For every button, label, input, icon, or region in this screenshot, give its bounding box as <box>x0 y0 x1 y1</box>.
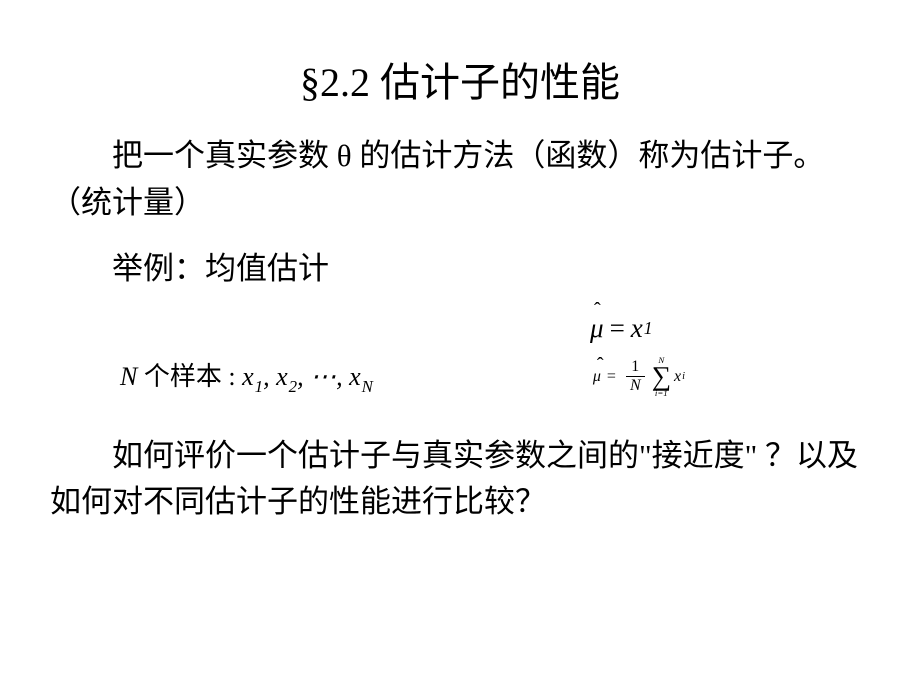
formula-2: ˆ μ = 1 N N ∑ i=1 x i <box>593 356 685 398</box>
xn-sub: N <box>362 377 373 396</box>
hat-symbol-1: ˆ <box>594 299 601 322</box>
sigma-symbol: ∑ <box>652 364 671 388</box>
x2-sub: 2 <box>289 377 297 396</box>
sum-lower: i=1 <box>655 389 668 398</box>
slide-title: §2.2 估计子的性能 <box>50 50 870 108</box>
samples-colon: : <box>228 362 235 391</box>
theta-symbol: θ <box>337 138 352 173</box>
comma-1: , <box>263 362 270 391</box>
xn-var: x <box>349 362 361 391</box>
paragraph-example: 举例：均值估计 <box>50 246 870 293</box>
x-var-1: x <box>631 313 643 344</box>
sub-1: 1 <box>644 318 653 339</box>
mu-hat-1: ˆ μ <box>590 313 604 344</box>
equals-1: = <box>610 313 625 344</box>
x1-var: x <box>242 362 254 391</box>
slide-container: §2.2 估计子的性能 把一个真实参数 θ 的估计方法（函数）称为估计子。（统计… <box>0 0 920 586</box>
equals-2: = <box>607 368 616 386</box>
x-var-2: x <box>674 368 681 386</box>
formula-mu-x1: ˆ μ = x 1 <box>590 313 870 344</box>
comma-3: , <box>336 362 343 391</box>
frac-den: N <box>626 376 645 395</box>
x1-sub: 1 <box>255 377 263 396</box>
samples-expression: N 个样本 : x1, x2, ⋯, xN <box>120 356 373 396</box>
paragraph-intro: 把一个真实参数 θ 的估计方法（函数）称为估计子。（统计量） <box>50 133 870 226</box>
summation: N ∑ i=1 <box>652 356 671 398</box>
frac-num: 1 <box>627 358 643 376</box>
fraction-1-over-n: 1 N <box>626 358 645 394</box>
formula-1: ˆ μ = x 1 <box>590 313 653 344</box>
example-row: N 个样本 : x1, x2, ⋯, xN ˆ μ = 1 N N ∑ i=1 … <box>50 356 870 398</box>
n-var: N <box>120 362 137 391</box>
sub-i: i <box>682 371 685 382</box>
ellipsis: ⋯ <box>310 362 336 391</box>
intro-text-1: 把一个真实参数 <box>112 138 329 173</box>
samples-unit: 个样本 <box>144 362 222 391</box>
paragraph-closing: 如何评价一个估计子与真实参数之间的"接近度" ？以及如何对不同估计子的性能进行比… <box>50 433 870 526</box>
x2-var: x <box>276 362 288 391</box>
comma-2: , <box>297 362 304 391</box>
hat-symbol-2: ˆ <box>597 354 604 377</box>
mu-hat-2: ˆ μ <box>593 368 601 386</box>
